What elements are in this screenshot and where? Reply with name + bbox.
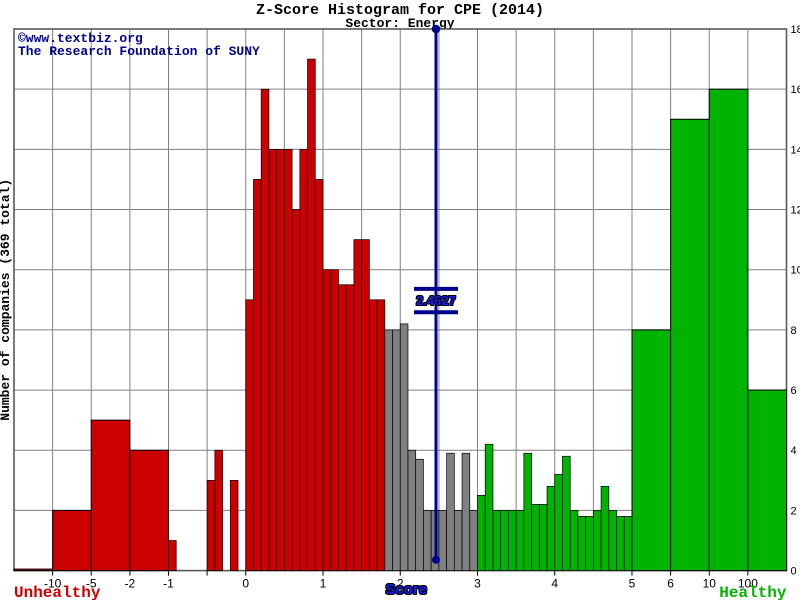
svg-text:18: 18 bbox=[791, 24, 800, 36]
svg-text:6: 6 bbox=[791, 385, 797, 397]
svg-text:4: 4 bbox=[791, 445, 797, 457]
svg-text:4: 4 bbox=[551, 577, 558, 591]
svg-text:16: 16 bbox=[791, 84, 800, 96]
svg-text:12: 12 bbox=[791, 205, 800, 217]
svg-text:1: 1 bbox=[320, 577, 327, 591]
svg-text:10: 10 bbox=[791, 265, 800, 277]
svg-text:0: 0 bbox=[791, 566, 797, 578]
svg-text:2: 2 bbox=[791, 505, 797, 517]
svg-text:Unhealthy: Unhealthy bbox=[14, 584, 101, 600]
svg-text:6: 6 bbox=[667, 577, 674, 591]
svg-text:Healthy: Healthy bbox=[719, 584, 787, 600]
svg-text:Number of companies (369 total: Number of companies (369 total) bbox=[0, 179, 13, 421]
svg-text:-2: -2 bbox=[125, 577, 136, 591]
svg-text:The Research Foundation of SUN: The Research Foundation of SUNY bbox=[18, 44, 260, 59]
svg-text:3: 3 bbox=[474, 577, 481, 591]
svg-text:-1: -1 bbox=[163, 577, 174, 591]
svg-text:0: 0 bbox=[242, 577, 249, 591]
svg-text:2.4627: 2.4627 bbox=[416, 293, 456, 308]
svg-text:10: 10 bbox=[703, 577, 717, 591]
svg-text:5: 5 bbox=[629, 577, 636, 591]
svg-text:14: 14 bbox=[791, 144, 800, 156]
svg-text:8: 8 bbox=[791, 325, 797, 337]
svg-text:Score: Score bbox=[385, 581, 427, 598]
